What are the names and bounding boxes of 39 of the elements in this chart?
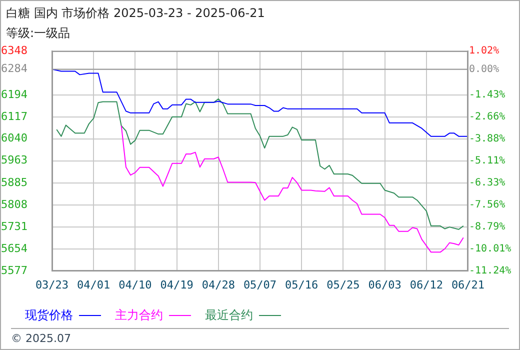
x-tick-label: 05/16 [285, 278, 318, 292]
chart-subtitle: 等级:一级品 [6, 25, 70, 42]
y2-tick-label: -1.43% [469, 90, 506, 101]
legend-label: 现货价格 [25, 308, 73, 322]
x-tick-label: 06/21 [451, 278, 485, 292]
y-tick-label: 5963 [1, 154, 28, 167]
chart-title: 白糖 国内 市场价格 2025-03-23 - 2025-06-21 [6, 5, 265, 22]
y2-tick-label: 1.02% [469, 46, 500, 57]
y2-tick-label: -11.24% [469, 266, 512, 277]
x-tick-label: 06/12 [410, 278, 443, 292]
y-tick-label: 6194 [1, 88, 28, 101]
y-tick-label: 5808 [1, 198, 28, 211]
text: © 2025.07 [11, 332, 71, 345]
x-tick-label: 04/01 [77, 278, 110, 292]
y-tick-label: 5885 [1, 176, 28, 189]
x-tick-label: 03/23 [35, 278, 69, 292]
y-tick-label: 6348 [1, 44, 28, 57]
y2-tick-label: -5.11% [469, 156, 506, 167]
x-tick-label: 05/25 [326, 278, 360, 292]
y-tick-label: 5731 [1, 220, 28, 233]
y-tick-label: 6284 [1, 62, 28, 76]
x-tick-label: 05/07 [243, 278, 277, 292]
x-tick-label: 06/03 [368, 278, 402, 292]
y2-tick-label: -8.79% [469, 222, 506, 233]
x-tick-label: 04/19 [160, 278, 194, 292]
y-tick-label: 5577 [1, 264, 28, 277]
y2-tick-label: -10.01% [469, 244, 512, 255]
y-tick-label: 6117 [1, 110, 28, 123]
y2-tick-label: -3.88% [469, 134, 506, 145]
x-tick-label: 04/28 [202, 278, 235, 292]
y-tick-label: 5654 [1, 242, 28, 255]
y2-tick-label: -7.56% [469, 200, 506, 211]
legend-label: 最近合约 [205, 308, 253, 322]
legend-label: 主力合约 [115, 308, 163, 322]
y-tick-label: 6040 [1, 132, 28, 145]
y2-tick-label: -6.33% [469, 177, 506, 188]
y2-tick-label: -2.66% [469, 112, 506, 123]
x-tick-label: 04/10 [118, 278, 152, 292]
y2-tick-label: 0.00% [469, 64, 500, 75]
